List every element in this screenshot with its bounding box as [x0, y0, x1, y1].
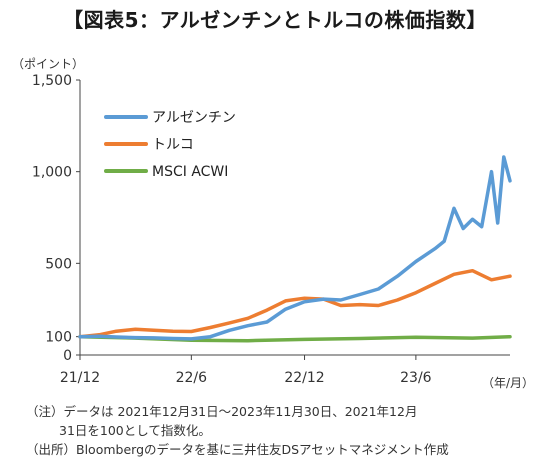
series-line-0	[78, 155, 512, 341]
y-tick-label: 500	[45, 256, 72, 272]
y-tick-label: 100	[45, 330, 72, 346]
x-tick-label: 22/12	[284, 370, 324, 386]
legend-label: トルコ	[152, 137, 194, 153]
x-tick-label: 23/6	[400, 370, 432, 386]
x-axis-unit-label: （年/月）	[482, 376, 535, 390]
footnotes: （注）データは 2021年12月31日～2023年11月30日、2021年12月…	[26, 402, 546, 459]
source-line: （出所）Bloombergのデータを基に三井住友DSアセットマネジメント作成	[26, 442, 449, 457]
x-tick-label: 22/6	[176, 370, 208, 386]
line-chart: 1,500 1,000 500 100 0 21/12 22/6 22/12 23/6 アルゼンチ…	[32, 73, 512, 386]
note-line: （注）データは 2021年12月31日～2023年11月30日、2021年12月	[26, 404, 418, 419]
x-tick-label: 21/12	[60, 370, 100, 386]
y-tick-label: 0	[63, 348, 72, 364]
y-tick-label: 1,500	[32, 73, 72, 89]
series-line-1	[78, 268, 512, 339]
legend-label: MSCI ACWI	[152, 164, 228, 180]
legend-label: アルゼンチン	[152, 110, 236, 126]
y-axis-unit-label: （ポイント）	[12, 57, 85, 71]
chart-title: 【図表5：アルゼンチンとトルコの株価指数】	[63, 8, 487, 32]
note-line: 31日を100として指数化。	[59, 423, 211, 438]
y-tick-label: 1,000	[32, 165, 72, 181]
